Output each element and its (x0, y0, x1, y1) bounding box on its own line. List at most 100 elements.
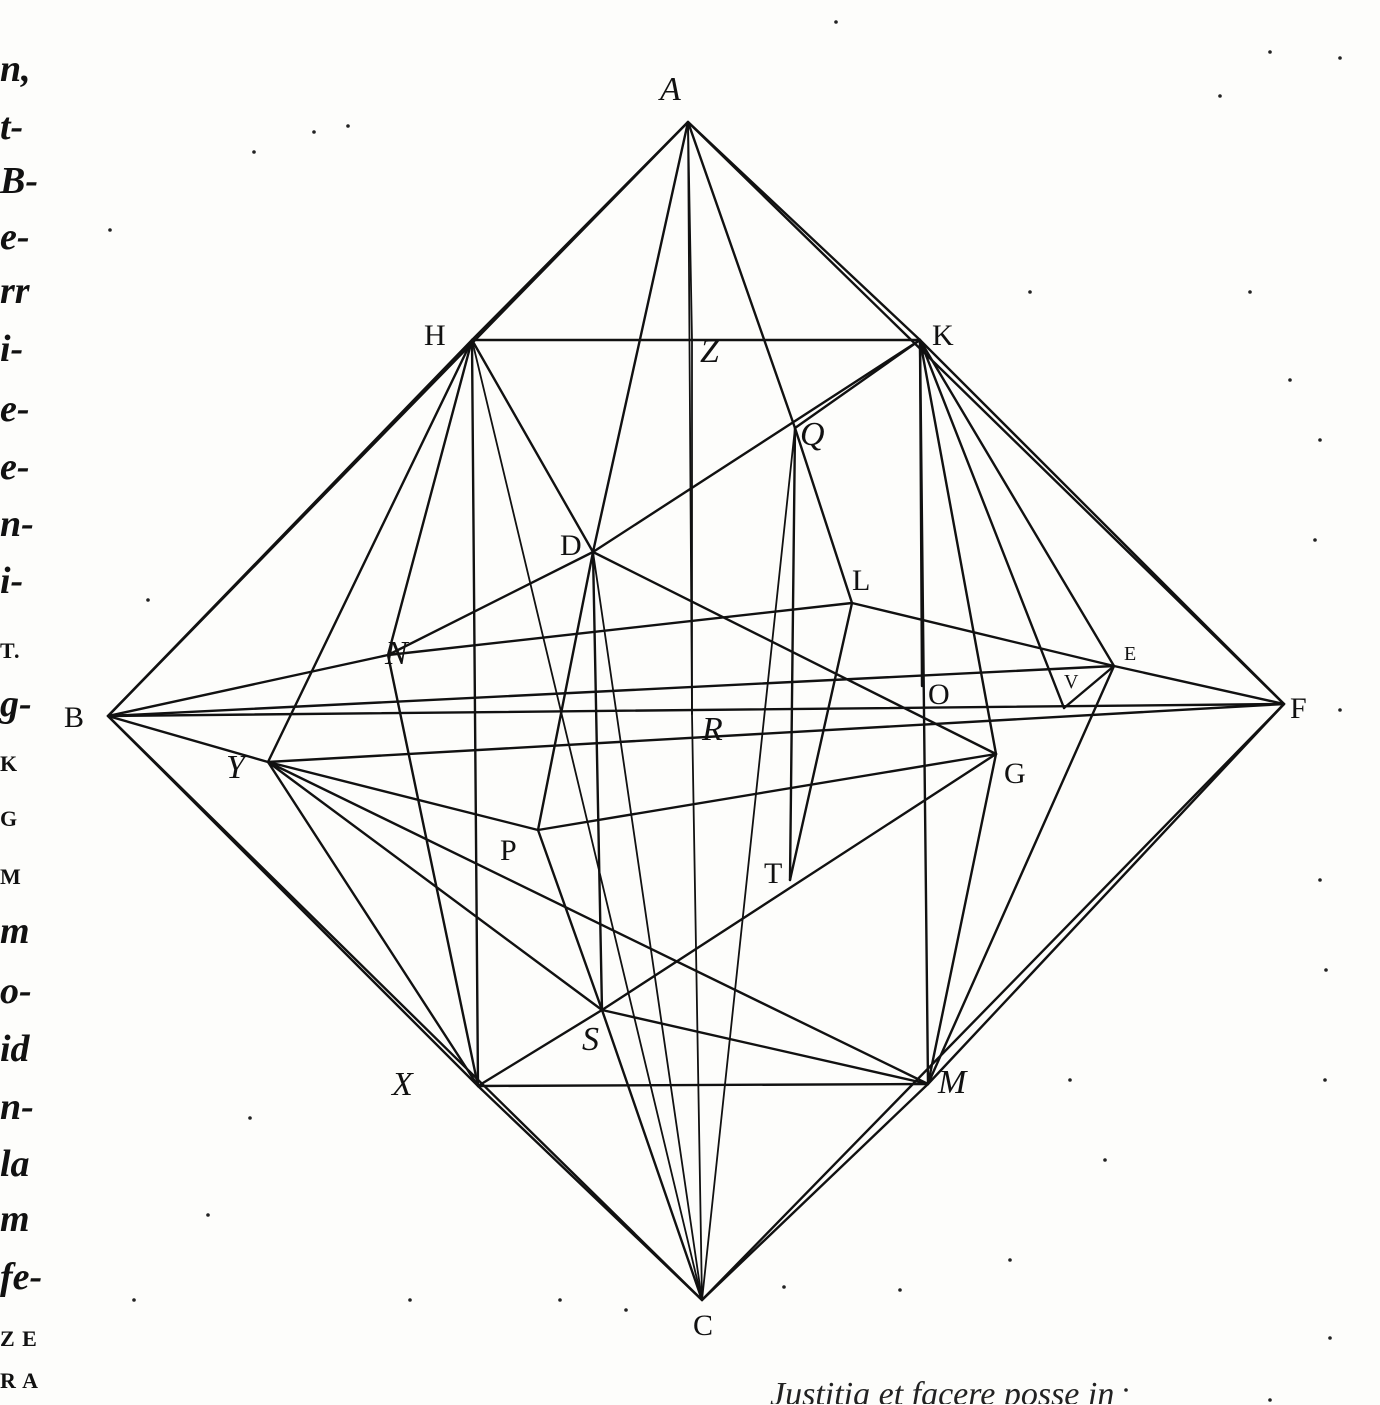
print-speck (248, 1116, 252, 1120)
margin-text-fragment: o- (0, 970, 32, 1012)
print-speck (1008, 1258, 1012, 1262)
edge-s-m (600, 1008, 930, 1086)
vertex-label-q: Q (800, 416, 825, 453)
margin-text-fragment: n, (0, 48, 31, 90)
edge-b-f (106, 702, 1286, 718)
edge-y-p (266, 760, 540, 832)
margin-text-fragment: Z E (0, 1326, 38, 1351)
vertex-label-c: C (693, 1309, 713, 1342)
vertex-label-d: D (560, 529, 582, 562)
edge-y-x (266, 760, 480, 1088)
vertex-label-g: G (1004, 757, 1026, 790)
margin-text-fragment: e- (0, 216, 30, 258)
margin-text-fragment: e- (0, 388, 30, 430)
print-speck (1324, 968, 1328, 972)
print-speck (1328, 1336, 1332, 1340)
margin-text-fragment: m (0, 910, 30, 952)
edge-b-y (106, 714, 270, 764)
print-speck (898, 1288, 902, 1292)
vertex-label-x: X (390, 1066, 414, 1103)
edge-d-p (536, 550, 595, 832)
edge-d-s (591, 550, 604, 1012)
print-speck (624, 1308, 628, 1312)
print-speck (408, 1298, 412, 1302)
print-speck (1124, 1388, 1128, 1392)
edge-b-c (106, 714, 704, 1302)
print-speck (146, 598, 150, 602)
vertex-label-z: Z (700, 333, 720, 370)
figure-edges (106, 120, 1286, 1302)
vertex-label-p: P (500, 834, 517, 867)
edge-y-m (266, 760, 930, 1086)
edge-f-y (266, 702, 1286, 764)
edge-q-c (701, 427, 796, 1301)
edge-a-f (686, 120, 1286, 706)
edge-b-e (106, 664, 1116, 718)
print-speck (1268, 1398, 1272, 1402)
edge-e-v (1062, 664, 1116, 710)
vertex-label-k: K (932, 319, 954, 352)
bottom-page-text: Justitia et facere posse in (770, 1376, 1115, 1404)
print-speck (346, 124, 350, 128)
edge-r-c (691, 713, 703, 1301)
print-speck (132, 1298, 136, 1302)
edge-k-q (793, 338, 922, 430)
edge-h-b (106, 338, 474, 718)
edge-e-m (926, 664, 1116, 1086)
edge-a-d (591, 120, 690, 554)
vertex-label-h: H (424, 319, 446, 352)
margin-text-fragment: la (0, 1143, 30, 1185)
print-speck (1248, 290, 1252, 294)
edge-k-e (918, 338, 1116, 668)
edge-p-s (536, 828, 604, 1012)
edge-g-s (600, 752, 998, 1012)
edge-d-g (591, 550, 998, 756)
margin-text-fragment: t- (0, 106, 24, 148)
edge-h-c (471, 339, 703, 1301)
margin-text-fragment: n- (0, 1086, 34, 1128)
print-speck (834, 20, 838, 24)
margin-text-fragment: T. (0, 638, 21, 663)
margin-text-fragment: M (0, 864, 22, 889)
edge-a-z (687, 121, 693, 341)
edge-n-x (386, 653, 480, 1088)
print-speck (252, 150, 256, 154)
edge-h-d (470, 338, 595, 554)
margin-text-fragment: n- (0, 503, 34, 545)
edge-n-d (386, 550, 595, 657)
margin-text-fragment: B- (0, 160, 38, 202)
edge-q-l (793, 426, 854, 605)
vertex-label-l: L (852, 564, 870, 597)
print-speck (108, 228, 112, 232)
print-speck (1338, 708, 1342, 712)
vertex-label-b: B (64, 701, 84, 734)
margin-text-fragment: K (0, 751, 19, 776)
edge-f-m (926, 702, 1286, 1086)
edge-d-c (592, 551, 703, 1301)
print-speck (558, 1298, 562, 1302)
vertex-label-m: M (937, 1064, 968, 1101)
edge-g-m (926, 752, 998, 1086)
edge-h-n (386, 338, 474, 657)
edge-x-m (476, 1082, 930, 1088)
edge-k-f (918, 338, 1286, 706)
margin-text-fragment: m (0, 1198, 30, 1240)
edge-h-y (266, 338, 474, 764)
vertex-label-s: S (582, 1021, 599, 1058)
edge-q-t (788, 426, 797, 882)
vertex-label-a: A (658, 71, 681, 108)
edge-b-n (106, 653, 390, 718)
margin-text-fragment: i- (0, 560, 24, 602)
vertex-label-r: R (701, 711, 723, 748)
vertex-label-f: F (1290, 692, 1307, 725)
edge-l-e (850, 601, 1116, 668)
margin-text-fragment: g- (0, 683, 32, 725)
margin-text-fragment: fe- (0, 1256, 43, 1298)
vertex-label-n: N (384, 635, 410, 672)
print-speck (1028, 290, 1032, 294)
margin-text-fragment: e- (0, 446, 30, 488)
edge-k-m (918, 338, 930, 1086)
edge-s-x (476, 1008, 604, 1088)
